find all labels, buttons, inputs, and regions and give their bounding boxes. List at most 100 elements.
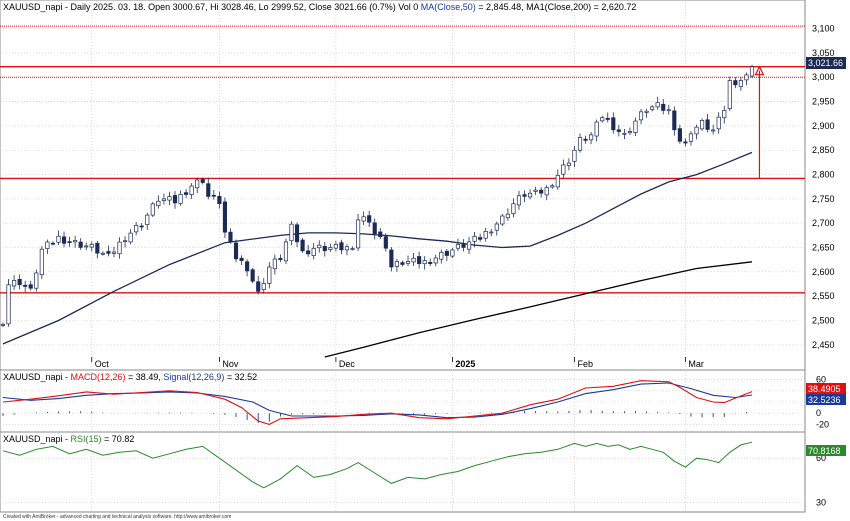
price-tick-label: 2,450 xyxy=(812,340,835,350)
candle-body xyxy=(161,198,166,201)
candle-body xyxy=(222,201,227,233)
candle-body xyxy=(394,261,399,267)
candle-body xyxy=(45,241,50,249)
ma200-line xyxy=(324,261,753,358)
candle-body xyxy=(134,225,139,233)
candle-body xyxy=(661,103,666,111)
candle-body xyxy=(589,134,594,141)
candle-body xyxy=(89,244,94,248)
candle-body xyxy=(483,231,488,239)
signal-tag-label: 32.5236 xyxy=(808,395,841,405)
candle-body xyxy=(422,260,427,265)
rsi-series xyxy=(2,441,753,489)
title-part: = 38.49, xyxy=(126,372,164,382)
candle-body xyxy=(344,246,350,251)
candle-body xyxy=(100,252,105,255)
candle-body xyxy=(428,261,433,264)
candle-body xyxy=(644,110,649,113)
candle-body xyxy=(122,240,128,243)
candle-body xyxy=(749,66,755,77)
candle-body xyxy=(283,241,289,262)
candle-body xyxy=(450,249,455,257)
candle-body xyxy=(694,126,699,135)
candle-body xyxy=(633,120,638,133)
candle-body xyxy=(511,203,516,214)
rsi-panel-frame xyxy=(0,431,806,513)
candle-body xyxy=(722,110,727,119)
candle-body xyxy=(128,232,133,243)
candle-body xyxy=(522,194,527,197)
candle-body xyxy=(228,231,233,242)
candle-body xyxy=(6,284,11,325)
candle-body xyxy=(372,222,377,235)
candle-body xyxy=(139,225,144,228)
macd-series xyxy=(2,380,753,425)
time-tick-label: Dec xyxy=(339,359,356,369)
candle-body xyxy=(544,187,549,196)
candle-body xyxy=(478,237,483,240)
candle-body xyxy=(605,117,610,120)
candle-body xyxy=(39,248,44,276)
macd-tick-label: 0 xyxy=(816,408,821,418)
candle-body xyxy=(583,138,588,141)
macd-tick-label: 60 xyxy=(816,375,826,385)
candle-body xyxy=(12,280,17,287)
price-tick-label: 3,050 xyxy=(812,48,835,58)
candle-body xyxy=(733,80,738,86)
candle-body xyxy=(278,258,283,260)
candle-body xyxy=(145,214,150,225)
x-axis-labels: Oct Nov Dec 2025 Feb Mar xyxy=(91,357,704,369)
candle-body xyxy=(156,200,161,206)
candle-body xyxy=(677,128,682,142)
candle-body xyxy=(239,257,244,261)
price-tick-label: 2,750 xyxy=(812,194,835,204)
horizontal-levels xyxy=(0,25,805,294)
candle-body xyxy=(150,203,155,216)
candle-body xyxy=(195,179,200,189)
candle-body xyxy=(56,235,61,243)
candle-body xyxy=(378,231,383,238)
price-tick-label: 2,950 xyxy=(812,97,835,107)
candle-body xyxy=(261,283,266,291)
price-tick-label: 3,000 xyxy=(812,72,835,82)
price-tick-label: 2,900 xyxy=(812,121,835,131)
candle-body xyxy=(61,236,67,244)
price-tick-label: 2,700 xyxy=(812,218,835,228)
panel-frames xyxy=(0,0,806,513)
signal-tag-box xyxy=(806,394,846,405)
arrow-head xyxy=(754,65,765,76)
candle-body xyxy=(683,141,688,144)
rsi-tick-label: 60 xyxy=(816,453,826,463)
candle-body xyxy=(0,324,6,326)
price-panel-frame xyxy=(0,0,806,371)
candle-body xyxy=(28,284,33,289)
time-tick-label: Oct xyxy=(95,359,110,369)
title-part: XAUUSD_napi - Daily 2025. 03. 18. Open 3… xyxy=(3,2,421,12)
candle-body xyxy=(217,195,222,204)
candle-body xyxy=(317,244,322,249)
candle-body xyxy=(256,281,261,292)
candle-body xyxy=(73,239,78,243)
candle-body xyxy=(716,116,721,130)
candle-body xyxy=(405,260,411,264)
price-tick-label: 2,500 xyxy=(812,316,835,326)
candle-body xyxy=(611,117,616,131)
candle-body xyxy=(333,244,338,249)
candle-body xyxy=(294,224,300,243)
title-part: Signal(12,26,9) xyxy=(163,372,224,382)
candle-body xyxy=(267,266,272,284)
macd-lines xyxy=(2,380,753,425)
price-panel-title: XAUUSD_napi - Daily 2025. 03. 18. Open 3… xyxy=(3,2,636,12)
candle-body xyxy=(577,137,583,151)
time-tick-label: 2025 xyxy=(455,359,475,369)
price-tick-label: 2,600 xyxy=(812,267,835,277)
macd-panel-title: XAUUSD_napi - MACD(12,26) = 38.49, Signa… xyxy=(3,372,257,382)
candle-body xyxy=(627,131,633,134)
candle-body xyxy=(411,257,416,263)
candle-body xyxy=(356,219,361,249)
rsi-panel-title: XAUUSD_napi - RSI(15) = 70.82 xyxy=(3,434,134,444)
macd-tag-label: 38.4905 xyxy=(808,384,841,394)
candlesticks xyxy=(0,64,755,328)
title-part: RSI(15) xyxy=(71,434,102,444)
